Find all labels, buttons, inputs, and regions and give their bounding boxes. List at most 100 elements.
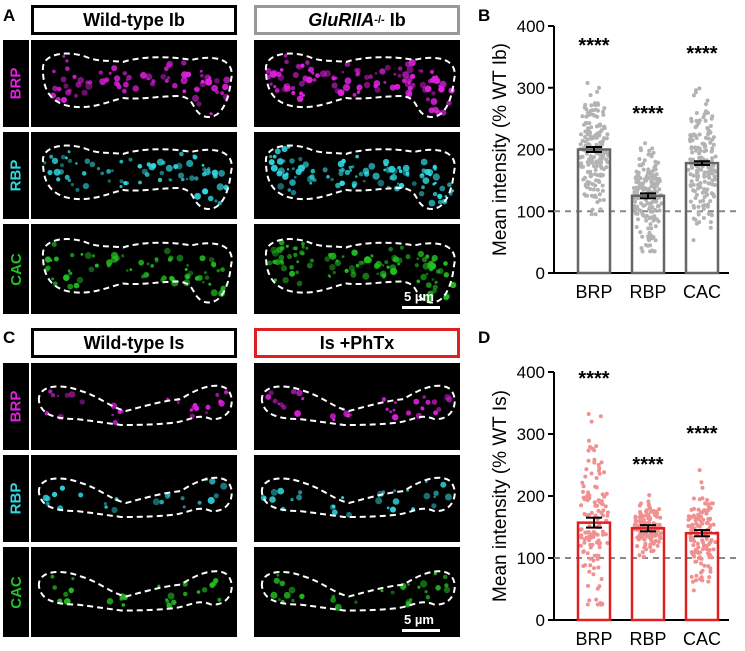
data-point [705, 187, 710, 192]
data-point [651, 173, 656, 178]
punctum [44, 256, 52, 263]
data-point [697, 497, 702, 502]
punctum [140, 72, 147, 79]
data-point [646, 234, 651, 239]
punctum [288, 586, 296, 594]
punctum [315, 73, 320, 78]
punctum [48, 389, 53, 394]
punctum [181, 71, 189, 79]
punctum [432, 173, 440, 181]
data-point [697, 220, 702, 225]
data-point [580, 114, 585, 119]
punctum [207, 496, 215, 505]
data-point [600, 529, 605, 534]
bouton-outline [264, 238, 456, 304]
punctum [209, 582, 215, 588]
data-point [698, 181, 703, 186]
data-point [693, 148, 698, 153]
panel-label-a: A [3, 6, 16, 25]
data-point [590, 446, 595, 451]
data-point [647, 520, 651, 525]
punctum [179, 151, 184, 157]
punctum [62, 100, 66, 103]
punctum [312, 78, 317, 82]
punctum [293, 252, 298, 258]
row-label-rbp-c: RBP [3, 455, 29, 542]
data-point [581, 495, 586, 500]
data-point [604, 491, 609, 496]
data-point [582, 540, 587, 545]
data-point [637, 503, 642, 508]
punctum [186, 71, 190, 75]
data-point [598, 541, 603, 546]
punctum [301, 397, 305, 401]
punctum [309, 174, 315, 180]
data-point [639, 163, 644, 168]
punctum [407, 583, 410, 586]
punctum [203, 271, 207, 275]
data-point [586, 182, 591, 186]
punctum [67, 178, 72, 182]
punctum [108, 71, 112, 75]
data-point [689, 179, 694, 184]
data-point [590, 112, 595, 117]
punctum [150, 264, 155, 268]
data-point [594, 164, 599, 169]
punctum [116, 82, 120, 87]
data-point [701, 206, 706, 211]
data-point [653, 176, 657, 181]
punctum [443, 586, 451, 594]
punctum [349, 169, 353, 172]
punctum [351, 165, 355, 169]
punctum [287, 254, 292, 260]
data-point [711, 142, 716, 147]
punctum [355, 263, 360, 268]
data-point [704, 547, 709, 552]
punctum [291, 167, 295, 170]
punctum [404, 61, 411, 68]
punctum [384, 260, 389, 265]
punctum [374, 86, 381, 93]
punctum [189, 408, 193, 412]
data-point [579, 503, 584, 508]
punctum [290, 85, 296, 91]
data-point [600, 183, 605, 188]
punctum [296, 280, 303, 287]
data-point [647, 504, 652, 509]
punctum [119, 159, 124, 164]
data-point [594, 597, 599, 602]
punctum [389, 410, 393, 414]
punctum [79, 399, 85, 405]
data-point [592, 460, 597, 465]
data-point [644, 218, 649, 223]
data-point [700, 538, 705, 543]
data-point [653, 238, 658, 243]
punctum [343, 410, 350, 418]
punctum [355, 154, 359, 159]
punctum [273, 278, 277, 282]
punctum [65, 66, 70, 71]
punctum [201, 587, 208, 593]
data-point [708, 523, 713, 528]
punctum [168, 255, 174, 261]
punctum [399, 245, 404, 250]
punctum [63, 598, 71, 605]
punctum [171, 599, 177, 605]
punctum [329, 264, 336, 271]
data-point [639, 181, 644, 186]
data-point [693, 125, 698, 130]
data-point [579, 164, 584, 169]
data-point [593, 195, 598, 199]
data-point [653, 159, 658, 164]
micrograph-a-wt-brp [31, 40, 237, 127]
punctum [434, 181, 437, 185]
punctum [84, 252, 92, 259]
punctum [211, 263, 217, 268]
punctum [300, 63, 305, 68]
punctum [443, 261, 448, 266]
punctum [91, 254, 96, 258]
punctum [344, 268, 349, 273]
data-point [592, 500, 597, 505]
data-point [601, 508, 606, 513]
panel-label-d: D [478, 328, 491, 347]
